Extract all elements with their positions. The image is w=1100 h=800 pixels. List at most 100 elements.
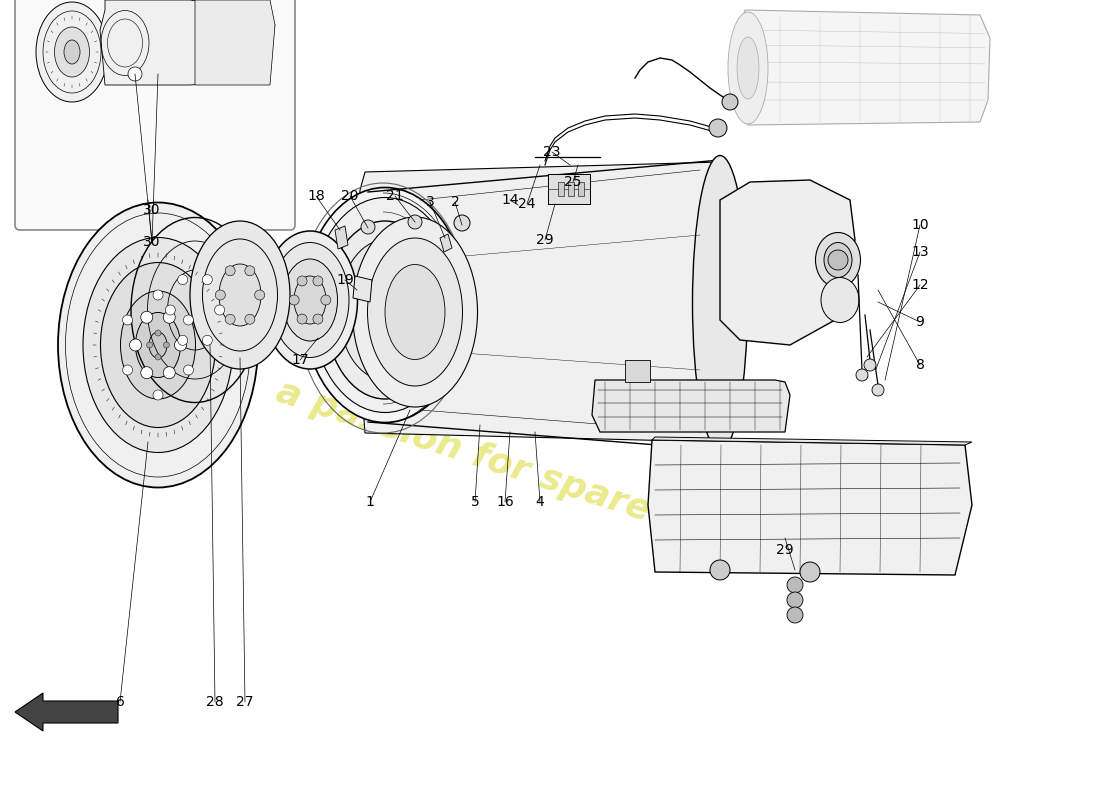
Bar <box>568 182 574 196</box>
Polygon shape <box>592 380 790 432</box>
Text: 2: 2 <box>451 195 460 209</box>
Text: 19: 19 <box>337 273 354 287</box>
Ellipse shape <box>36 2 108 102</box>
Circle shape <box>786 592 803 608</box>
Circle shape <box>153 390 163 400</box>
Circle shape <box>312 314 323 324</box>
Circle shape <box>202 335 212 346</box>
Circle shape <box>164 342 169 348</box>
Circle shape <box>153 290 163 300</box>
Text: 1: 1 <box>365 495 374 509</box>
Circle shape <box>800 562 820 582</box>
Circle shape <box>163 311 175 323</box>
Circle shape <box>408 215 422 229</box>
Circle shape <box>141 366 153 378</box>
Ellipse shape <box>376 296 394 324</box>
Ellipse shape <box>352 217 477 407</box>
Ellipse shape <box>135 313 180 378</box>
Circle shape <box>321 295 331 305</box>
Circle shape <box>872 384 884 396</box>
Circle shape <box>828 250 848 270</box>
Text: 30: 30 <box>143 203 161 217</box>
Ellipse shape <box>263 231 358 369</box>
Text: 14: 14 <box>502 193 519 207</box>
Text: 18: 18 <box>307 189 324 203</box>
Circle shape <box>163 366 175 378</box>
Circle shape <box>175 339 187 351</box>
Circle shape <box>312 276 323 286</box>
Ellipse shape <box>294 276 326 324</box>
Circle shape <box>202 274 212 285</box>
Text: 12: 12 <box>911 278 928 292</box>
Ellipse shape <box>815 233 860 287</box>
Ellipse shape <box>190 221 290 369</box>
Text: 24: 24 <box>518 197 536 211</box>
Ellipse shape <box>283 259 338 341</box>
Text: 10: 10 <box>911 218 928 232</box>
Circle shape <box>165 305 175 315</box>
Ellipse shape <box>55 27 89 77</box>
Text: 13: 13 <box>911 245 928 259</box>
Circle shape <box>454 215 470 231</box>
Circle shape <box>141 311 153 323</box>
Circle shape <box>226 266 235 276</box>
Circle shape <box>128 67 142 81</box>
Bar <box>578 182 584 196</box>
FancyBboxPatch shape <box>15 0 295 230</box>
Text: 27: 27 <box>236 695 254 709</box>
Circle shape <box>122 315 133 325</box>
Polygon shape <box>355 162 730 442</box>
Polygon shape <box>740 10 990 125</box>
Circle shape <box>245 314 255 324</box>
Bar <box>558 182 564 196</box>
Ellipse shape <box>385 265 446 359</box>
Text: a passion for spare parts: a passion for spare parts <box>272 375 768 565</box>
Ellipse shape <box>219 264 261 326</box>
Circle shape <box>130 339 142 351</box>
Ellipse shape <box>148 332 167 358</box>
Ellipse shape <box>367 238 462 386</box>
Text: 29: 29 <box>536 233 553 247</box>
Ellipse shape <box>271 242 349 358</box>
Polygon shape <box>195 0 275 85</box>
Text: 17: 17 <box>292 353 309 367</box>
Ellipse shape <box>737 37 759 99</box>
Text: 6: 6 <box>116 695 124 709</box>
Ellipse shape <box>64 40 80 64</box>
FancyArrow shape <box>15 693 118 731</box>
Circle shape <box>214 305 224 315</box>
Circle shape <box>226 314 235 324</box>
Ellipse shape <box>824 242 852 278</box>
Text: 25: 25 <box>564 175 582 189</box>
Circle shape <box>289 295 299 305</box>
Circle shape <box>722 94 738 110</box>
Ellipse shape <box>366 281 404 339</box>
Text: 20: 20 <box>341 189 359 203</box>
Ellipse shape <box>82 238 233 453</box>
Circle shape <box>255 290 265 300</box>
Text: 29: 29 <box>777 543 794 557</box>
Text: 16: 16 <box>496 495 514 509</box>
Circle shape <box>297 276 307 286</box>
Polygon shape <box>652 437 972 445</box>
Ellipse shape <box>100 262 216 427</box>
Text: 21: 21 <box>386 189 404 203</box>
Text: 30: 30 <box>143 235 161 249</box>
Circle shape <box>146 342 153 348</box>
Text: 9: 9 <box>915 315 924 329</box>
Bar <box>548 174 590 204</box>
Circle shape <box>786 577 803 593</box>
Ellipse shape <box>354 262 416 358</box>
Polygon shape <box>440 234 452 252</box>
Polygon shape <box>336 226 348 249</box>
Circle shape <box>856 369 868 381</box>
Text: 3: 3 <box>426 195 434 209</box>
Polygon shape <box>353 276 372 302</box>
Circle shape <box>178 274 188 285</box>
Text: 4: 4 <box>536 495 544 509</box>
Ellipse shape <box>311 198 459 413</box>
Text: 23: 23 <box>543 145 561 159</box>
Polygon shape <box>100 0 275 85</box>
Ellipse shape <box>324 221 446 399</box>
Polygon shape <box>648 440 972 575</box>
